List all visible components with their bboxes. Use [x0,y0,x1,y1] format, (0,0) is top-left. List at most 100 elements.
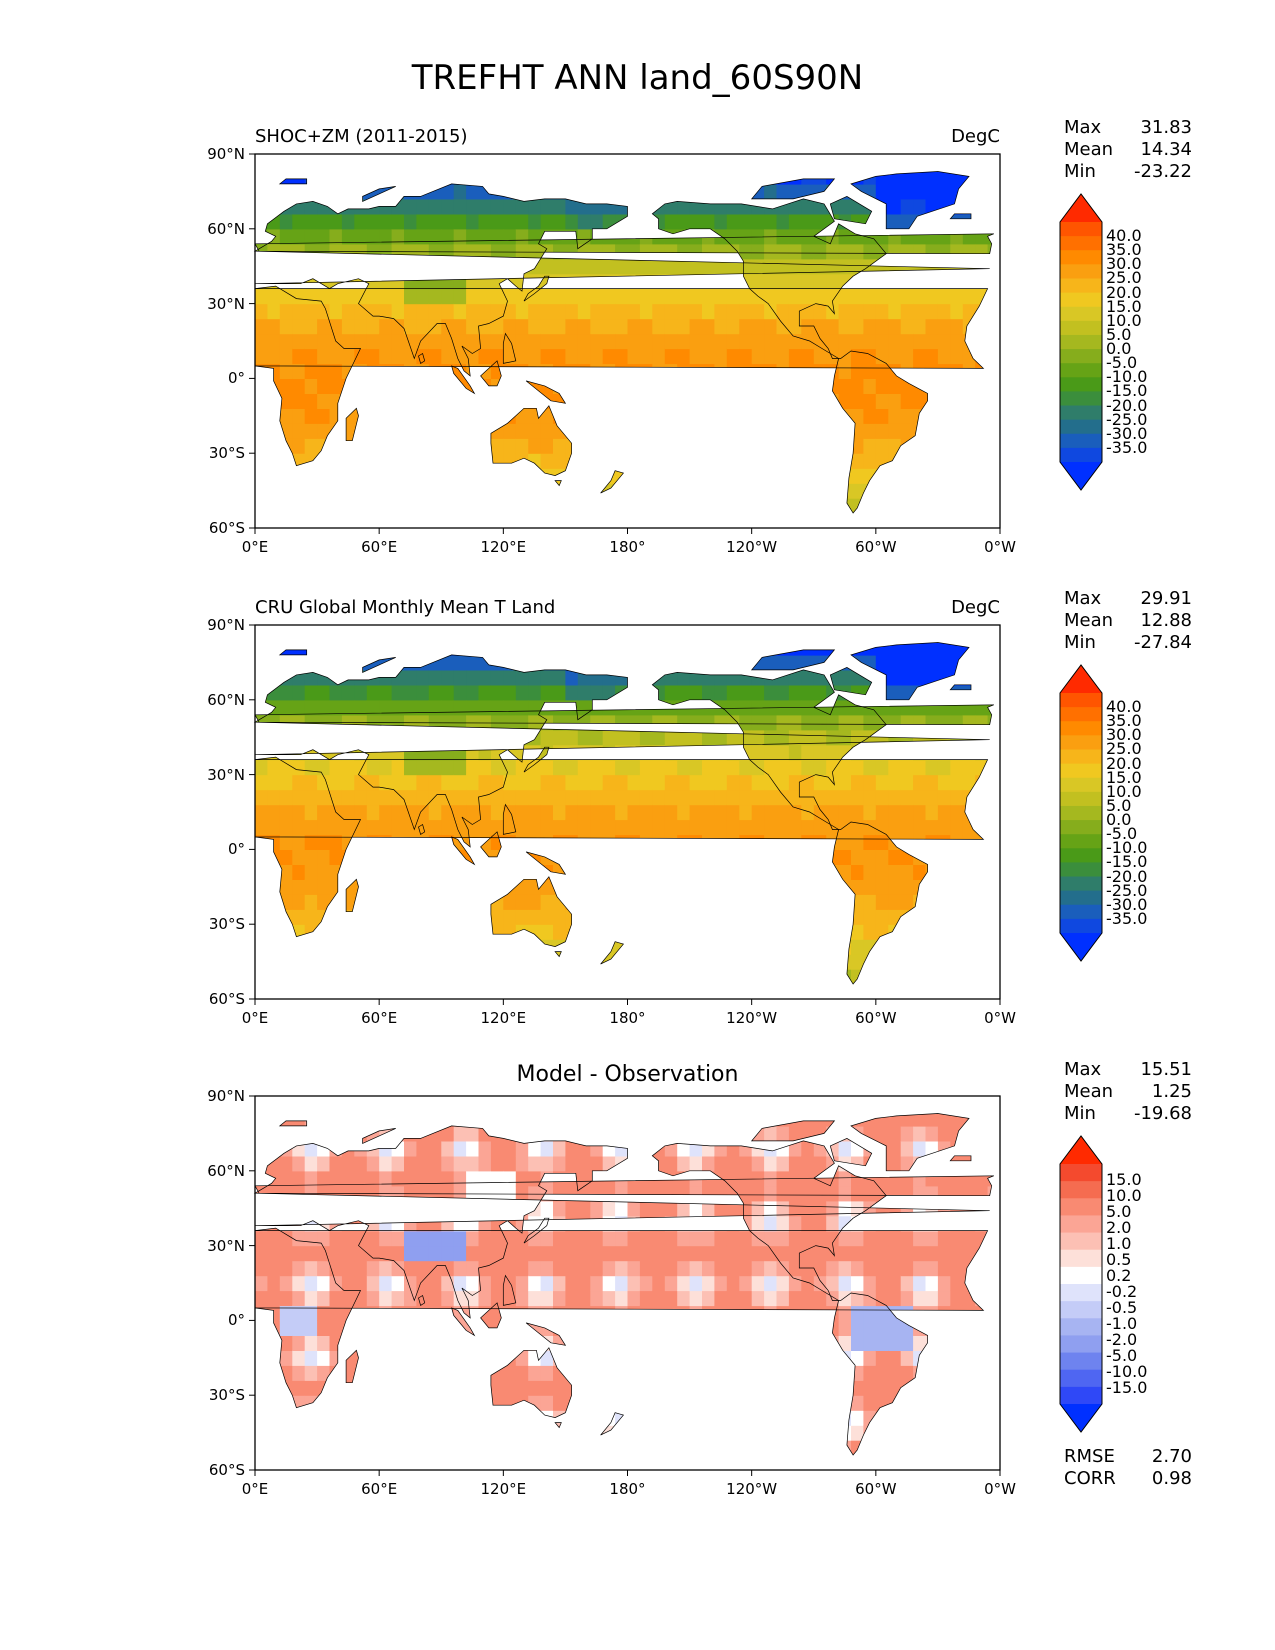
colorbar-tick-label: -25.0 [1106,409,1148,429]
colorbar-tick-label: 0.2 [1106,1266,1132,1285]
x-tick-label: 0°W [984,538,1016,556]
x-tick-label: 120°E [480,538,527,556]
colorbar-segment [1060,1198,1102,1216]
y-tick-label: 90°N [207,145,245,163]
stat-row: Mean 12.88 [1064,610,1192,631]
colorbar-tick-label: -35.0 [1106,437,1148,457]
coastline-borneo [480,1302,502,1329]
colorbar-segment [1060,334,1102,350]
colorbar-segment [1060,433,1102,449]
y-tick-label: 30°S [208,1386,245,1405]
colorbar-segment [1060,363,1102,378]
x-tick-label: 0°W [984,1009,1016,1027]
x-tick-label: 0°E [241,1009,269,1027]
coastline-srilanka [418,1294,426,1306]
colorbar-segment [1060,377,1102,392]
coastline-greenland [850,642,970,701]
x-tick-label: 60°E [361,1480,398,1498]
colorbar-tick-label: -30.0 [1106,894,1148,914]
colorbar-extend-max [1060,1136,1102,1164]
colorbar-tick-label: -15.0 [1106,852,1148,872]
colorbar-tick-label: 0.0 [1106,810,1132,830]
x-tick-label: 0°W [984,1480,1016,1498]
colorbar-segment [1060,1266,1102,1285]
coastline-arctic_isl [750,1120,836,1142]
coastline-philippines [502,332,517,364]
coastline-baffin [829,196,873,225]
colorbar-extend-min [1060,462,1102,490]
colorbar-segment [1060,876,1102,892]
panel-title: SHOC+ZM (2011-2015) [255,126,468,147]
colorbar-tick-label: -25.0 [1106,880,1148,900]
colorbar-tick-label: -5.0 [1106,824,1138,844]
coastline-tasmania [554,951,562,958]
stat-label: Min [1064,161,1096,182]
y-tick-label: 60°N [207,1161,245,1180]
coastline-newguinea [525,380,567,404]
colorbar-segment [1060,1181,1102,1199]
colorbar-tick-label: 20.0 [1106,282,1142,302]
coastline-svalbard [278,178,308,185]
colorbar-segment [1060,721,1102,736]
stat-row: RMSE 2.70 [1064,1446,1192,1467]
stat-row: CORR 0.98 [1064,1468,1192,1489]
colorbar-tick-label: 15.0 [1106,1170,1142,1189]
colorbar-extend-max [1060,665,1102,693]
colorbar-segment [1060,250,1102,265]
colorbar-segment [1060,1301,1102,1319]
colorbar-tick-label: 0.5 [1106,1250,1132,1269]
coastline-greenland [850,171,970,230]
stat-row: Mean 14.34 [1064,139,1192,160]
colorbar-segment [1060,1352,1102,1371]
stat-label: Min [1064,1103,1096,1124]
colorbar-segment [1060,890,1102,906]
stat-value: 0.98 [1151,1468,1192,1489]
coastline-eurasia [253,654,990,848]
coastline-novaya [362,657,396,673]
colorbar-outline [1059,664,1103,962]
x-tick-label: 60°W [855,538,897,556]
colorbar-tick-label: -5.0 [1106,1346,1138,1365]
stat-label: RMSE [1064,1446,1115,1467]
colorbar-segment [1060,862,1102,878]
colorbar-segment [1060,419,1102,435]
y-tick-label: 30°N [207,294,245,313]
coastline-japan [523,275,550,302]
colorbar-segment [1060,820,1102,835]
coastline-nz [600,1412,625,1436]
stat-value: 29.91 [1140,588,1192,609]
panel-units: DegC [951,126,1000,147]
coastline-madagascar [345,1349,359,1384]
colorbar-tick-label: -1.0 [1106,1314,1138,1333]
colorbar-segment [1060,1318,1102,1336]
colorbar-tick-label: 25.0 [1106,268,1142,288]
y-tick-label: 60°S [208,990,245,1008]
colorbar-tick-label: 10.0 [1106,781,1142,801]
coastline-australia [490,1347,572,1418]
colorbar-tick-label: -15.0 [1106,381,1148,401]
colorbar-segment [1060,1249,1102,1268]
colorbar-tick-label: -15.0 [1106,1378,1148,1397]
coastline-britain [254,1175,994,1197]
colorbar-tick-label: -10.0 [1106,367,1148,387]
colorbar-segment [1060,320,1102,336]
coastline-philippines [502,1274,517,1306]
stat-row: Mean 1.25 [1064,1081,1192,1102]
coastline-newguinea [525,1322,567,1346]
colorbar-tick-label: 2.0 [1106,1218,1132,1237]
coastline-japan [523,1217,550,1244]
colorbar-outline [1059,1135,1103,1433]
colorbar-segment [1060,749,1102,765]
y-tick-label: 0° [227,840,245,859]
colorbar-tick-label: -0.5 [1106,1298,1138,1317]
coastline-greenland [850,1113,970,1172]
colorbar-tick-label: -2.0 [1106,1330,1138,1349]
coastline-africa [254,756,362,938]
x-tick-label: 180° [609,1009,646,1027]
coastline-australia [490,405,572,476]
colorbar [1059,193,1103,491]
panel-title: CRU Global Monthly Mean T Land [255,597,556,618]
colorbar-segment [1060,805,1102,821]
